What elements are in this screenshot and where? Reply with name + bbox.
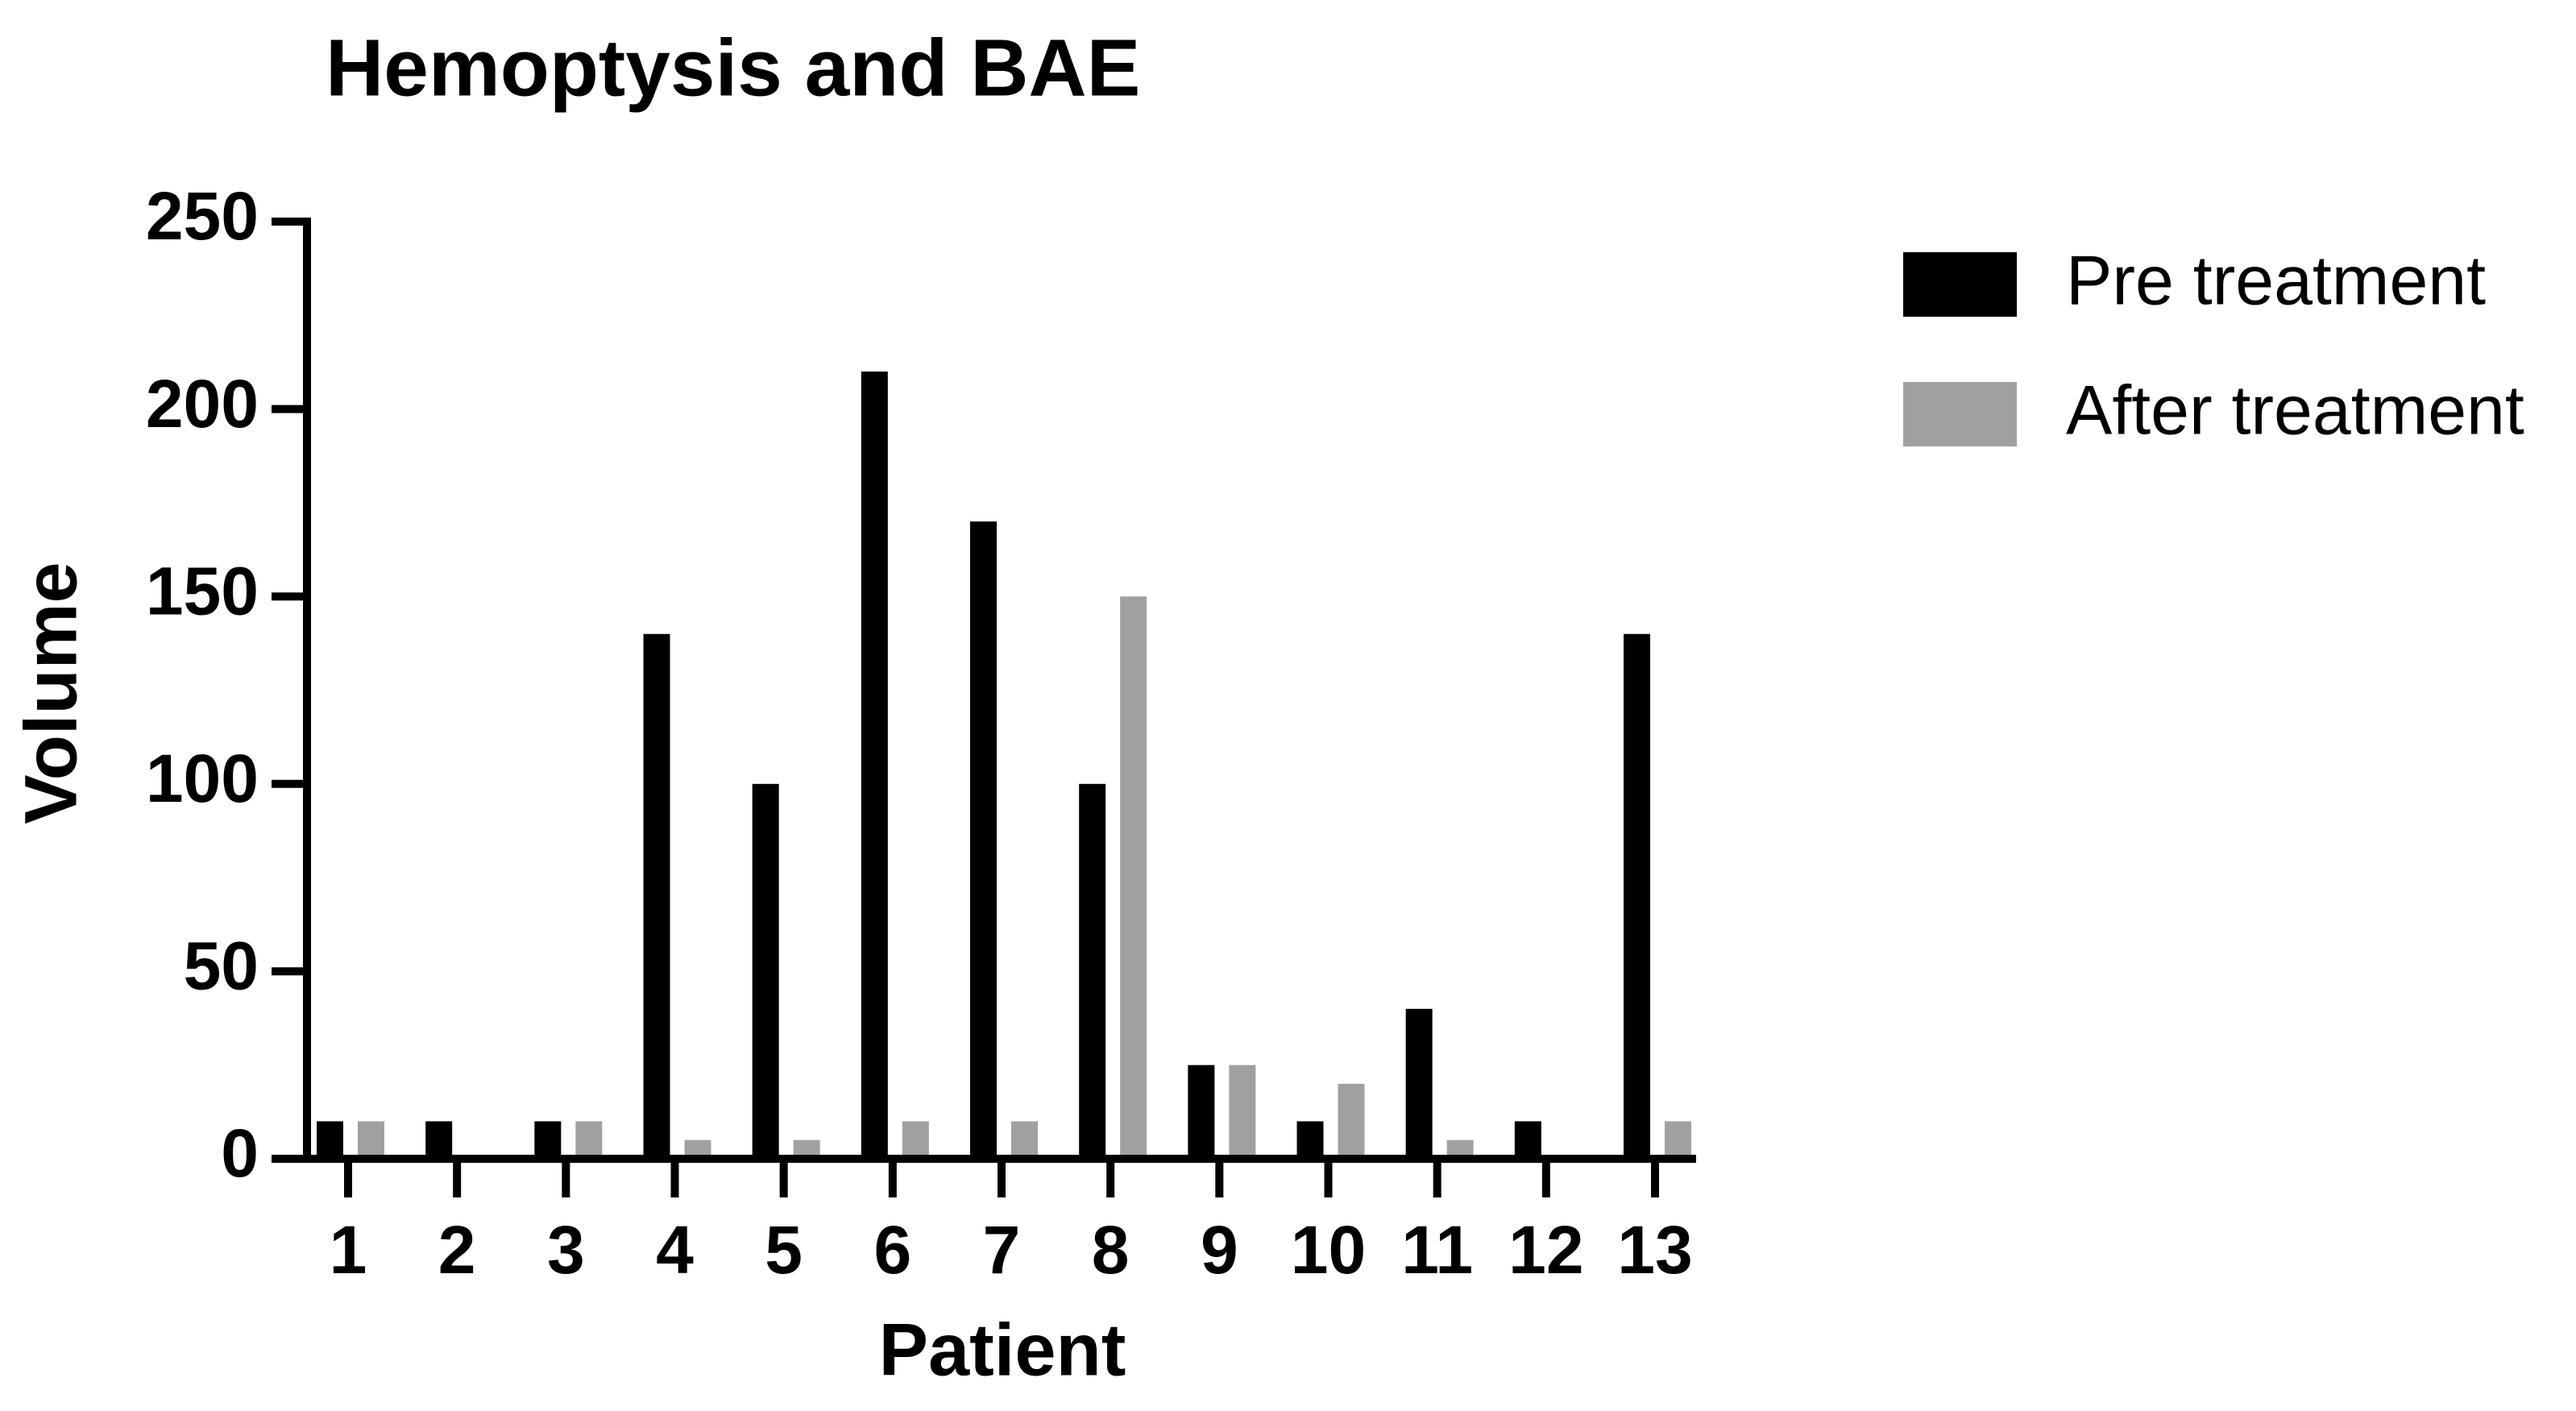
bar (534, 1121, 562, 1159)
bar (684, 1139, 711, 1159)
x-tick-label: 2 (438, 1212, 476, 1288)
bar (1405, 1008, 1433, 1159)
y-tick-label: 100 (146, 741, 259, 816)
bar (752, 783, 779, 1159)
bar (1446, 1139, 1474, 1159)
y-tick-label: 250 (146, 178, 259, 254)
bar (1665, 1121, 1691, 1159)
y-tick-label: 150 (146, 553, 259, 629)
bar (1229, 1064, 1256, 1159)
x-tick-label: 5 (765, 1212, 803, 1288)
y-tick-label: 0 (221, 1115, 259, 1191)
x-tick-label: 11 (1401, 1212, 1473, 1288)
x-tick-label: 3 (547, 1212, 585, 1288)
bar (1120, 596, 1147, 1159)
bar (425, 1121, 453, 1159)
x-tick-label: 1 (330, 1212, 367, 1288)
x-tick-label: 4 (656, 1212, 694, 1288)
bar (358, 1121, 384, 1159)
bar (643, 633, 670, 1159)
bar (575, 1121, 603, 1159)
bar (970, 521, 997, 1159)
bar (1624, 633, 1650, 1159)
bar (1079, 783, 1106, 1159)
bar (1188, 1064, 1215, 1159)
x-tick-label: 6 (873, 1212, 911, 1288)
bar (1296, 1121, 1324, 1159)
legend-label: After treatment (2066, 372, 2524, 450)
bar (1338, 1083, 1365, 1159)
x-tick-label: 12 (1508, 1212, 1583, 1288)
x-tick-label: 7 (983, 1212, 1021, 1288)
x-tick-label: 9 (1201, 1212, 1238, 1288)
x-tick-label: 13 (1617, 1212, 1692, 1288)
bar (1011, 1121, 1038, 1159)
y-axis-label: Volume (10, 562, 92, 824)
legend-swatch (1903, 252, 2017, 317)
legend-label: Pre treatment (2066, 243, 2486, 320)
legend-swatch (1903, 382, 2017, 446)
x-tick-label: 8 (1092, 1212, 1130, 1288)
bar (861, 371, 888, 1160)
bar (902, 1121, 929, 1159)
x-axis-label: Patient (879, 1309, 1126, 1391)
y-tick-label: 50 (184, 928, 259, 1004)
bar (1514, 1121, 1541, 1159)
x-tick-label: 10 (1291, 1212, 1366, 1288)
y-tick-label: 200 (146, 366, 259, 442)
bar (317, 1121, 343, 1159)
chart-title: Hemoptysis and BAE (326, 23, 1140, 113)
bar (793, 1139, 820, 1159)
